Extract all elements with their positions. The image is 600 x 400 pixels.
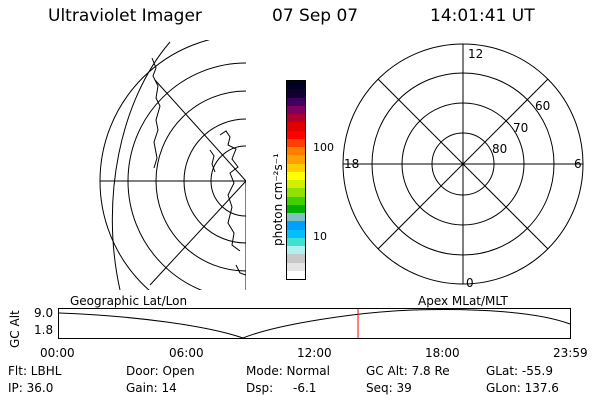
lat-circle [127, 62, 246, 290]
colorbar-swatch [287, 105, 305, 114]
colorbar-swatch [287, 147, 305, 156]
time-label: 14:01:41 UT [430, 6, 535, 26]
mlat-label-70: 70 [513, 121, 528, 135]
time-tick-2359: 23:59 [553, 346, 588, 360]
coastline [151, 57, 161, 169]
colorbar-swatch [287, 130, 305, 139]
gain-status: Gain: 14 [126, 381, 177, 395]
mlat-mlt-polar-plot: 12 18 6 0 60 70 80 [342, 43, 584, 290]
seq-status: Seq: 39 [366, 381, 412, 395]
gc-alt-timeline [58, 308, 571, 339]
gc-alt-curve [58, 309, 571, 339]
mlt-label-12: 12 [468, 47, 483, 61]
time-tick-1200: 12:00 [297, 346, 332, 360]
mlt-label-6: 6 [574, 157, 582, 171]
mlt-diagonal [377, 78, 549, 250]
colorbar-swatch [287, 180, 305, 189]
meridian-line [149, 180, 246, 286]
coastline [235, 264, 246, 276]
colorbar-swatch [287, 254, 305, 263]
apex-label: Apex MLat/MLT [418, 294, 508, 308]
filter-status: Flt: LBHL [8, 364, 62, 378]
coastline [209, 149, 216, 173]
instrument-title: Ultraviolet Imager [48, 6, 202, 26]
gc-alt-status: GC Alt: 7.8 Re [366, 364, 450, 378]
colorbar-swatch [287, 270, 305, 279]
colorbar-swatch [287, 89, 305, 98]
colorbar-swatch [287, 97, 305, 106]
gc-alt-max-label: 9.0 [34, 306, 54, 320]
colorbar-swatch [287, 204, 305, 213]
colorbar-swatch [287, 213, 305, 222]
colorbar-swatch [287, 114, 305, 123]
gc-alt-axis-label: GC Alt [8, 310, 22, 348]
colorbar-swatch [287, 81, 305, 90]
time-tick-0600: 06:00 [169, 346, 204, 360]
mode-status: Mode: Normal [246, 364, 330, 378]
colorbar-swatch [287, 246, 305, 255]
meridian-line [154, 79, 246, 182]
colorbar-swatch [287, 196, 305, 205]
earth-limb [111, 41, 171, 290]
colorbar-swatch [287, 155, 305, 164]
gc-alt-min-label: 1.8 [34, 323, 54, 337]
time-tick-0000: 00:00 [40, 346, 75, 360]
ip-status: IP: 36.0 [8, 381, 54, 395]
coastline [219, 130, 241, 252]
mlat-label-60: 60 [535, 99, 550, 113]
geographic-map [99, 40, 246, 290]
colorbar-tick-10: 10 [313, 230, 327, 243]
colorbar-tick-100: 100 [313, 141, 334, 154]
glon-status: GLon: 137.6 [486, 381, 559, 395]
colorbar-unit-label: photon cm⁻²s⁻¹ [271, 153, 285, 246]
colorbar-swatch [287, 221, 305, 230]
dsp-label: Dsp: [246, 381, 274, 395]
mlat-label-80: 80 [492, 142, 507, 156]
lat-circle [99, 40, 211, 290]
time-tick-1800: 18:00 [425, 346, 460, 360]
colorbar-swatch [287, 122, 305, 131]
timeline-frame [58, 308, 571, 339]
color-scale-bar [286, 80, 306, 280]
colorbar-swatch [287, 163, 305, 172]
colorbar-swatch [287, 262, 305, 271]
door-status: Door: Open [126, 364, 195, 378]
date-label: 07 Sep 07 [272, 6, 359, 26]
geographic-label: Geographic Lat/Lon [70, 294, 188, 308]
colorbar-swatch [287, 171, 305, 180]
dsp-value: -6.1 [293, 381, 317, 395]
colorbar-swatch [287, 229, 305, 238]
colorbar-swatch [287, 188, 305, 197]
colorbar-swatch [287, 237, 305, 246]
mlt-label-18: 18 [344, 157, 359, 171]
mlt-label-0: 0 [466, 276, 474, 290]
glat-status: GLat: -55.9 [486, 364, 553, 378]
colorbar-swatch [287, 138, 305, 147]
